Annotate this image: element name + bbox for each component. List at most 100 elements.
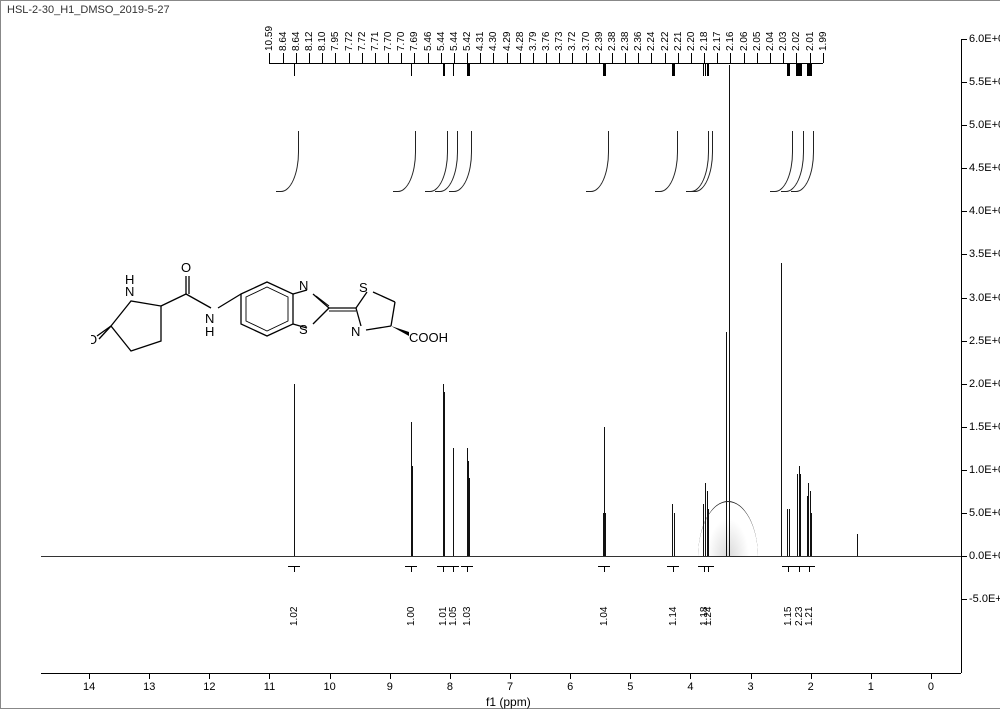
peak-ppm-label: 7.70 <box>396 11 407 51</box>
peak-ppm-label: 7.69 <box>409 11 420 51</box>
y-tick-label: 1.0E+08 <box>969 464 1000 476</box>
x-tick-label: 6 <box>560 681 580 693</box>
nmr-peak <box>444 392 445 556</box>
integral-label: 1.02 <box>289 576 300 626</box>
spectrum-title: HSL-2-30_H1_DMSO_2019-5-27 <box>7 4 170 16</box>
x-tick-label: 12 <box>199 681 219 693</box>
peak-ppm-label: 5.46 <box>423 11 434 51</box>
integral-label: 1.03 <box>462 576 473 626</box>
peak-ppm-label: 2.22 <box>660 11 671 51</box>
molecule-structure: O N H O N H N S S N COOH <box>91 246 451 396</box>
y-tick-label: -5.0E+07 <box>969 593 1000 605</box>
nmr-peak <box>469 478 470 556</box>
peak-ppm-label: 4.30 <box>488 11 499 51</box>
peak-ppm-label: 2.20 <box>686 11 697 51</box>
peak-ppm-label: 10.59 <box>264 11 275 51</box>
y-tick-label: 4.0E+08 <box>969 205 1000 217</box>
peak-ppm-label: 8.10 <box>317 11 328 51</box>
peak-ppm-label: 4.31 <box>475 11 486 51</box>
nmr-peak <box>789 509 790 556</box>
svg-text:O: O <box>181 260 191 275</box>
x-tick-label: 1 <box>861 681 881 693</box>
nmr-peak <box>605 513 606 556</box>
y-tick-label: 2.0E+08 <box>969 378 1000 390</box>
nmr-peak <box>857 534 858 556</box>
integral-label: 1.24 <box>703 576 714 626</box>
x-tick-label: 14 <box>79 681 99 693</box>
peak-ppm-label: 4.28 <box>515 11 526 51</box>
x-tick-label: 8 <box>440 681 460 693</box>
integral-curve <box>690 131 713 192</box>
peak-ppm-label: 5.44 <box>449 11 460 51</box>
y-tick-label: 6.0E+08 <box>969 33 1000 45</box>
peak-ppm-label: 2.21 <box>673 11 684 51</box>
peak-ppm-label: 4.29 <box>502 11 513 51</box>
x-axis <box>41 673 961 674</box>
peak-ppm-label: 2.02 <box>791 11 802 51</box>
integral-label: 1.00 <box>406 576 417 626</box>
integral-curve <box>393 131 416 192</box>
nmr-peak <box>453 448 454 556</box>
x-tick-label: 7 <box>500 681 520 693</box>
nmr-peak <box>811 513 812 556</box>
x-tick-label: 13 <box>139 681 159 693</box>
svg-text:O: O <box>91 332 97 347</box>
peak-ppm-label: 2.03 <box>778 11 789 51</box>
y-tick-label: 1.5E+08 <box>969 421 1000 433</box>
svg-text:H: H <box>205 324 214 339</box>
peak-ppm-label: 5.44 <box>436 11 447 51</box>
integral-label: 1.21 <box>804 576 815 626</box>
nmr-peak <box>800 474 801 556</box>
peak-ppm-label: 2.18 <box>699 11 710 51</box>
peak-ppm-label: 3.79 <box>528 11 539 51</box>
y-tick-label: 5.0E+07 <box>969 507 1000 519</box>
peak-ppm-label: 2.38 <box>607 11 618 51</box>
integral-curve <box>655 131 678 192</box>
peak-ppm-label: 7.71 <box>370 11 381 51</box>
peak-ppm-label: 2.04 <box>765 11 776 51</box>
x-tick-label: 2 <box>801 681 821 693</box>
peak-ppm-label: 2.36 <box>633 11 644 51</box>
peak-ppm-label: 2.05 <box>752 11 763 51</box>
x-tick-label: 4 <box>680 681 700 693</box>
peak-ppm-label: 3.70 <box>581 11 592 51</box>
peak-ppm-label: 7.72 <box>357 11 368 51</box>
y-tick-label: 0.0E+00 <box>969 550 1000 562</box>
svg-text:H: H <box>125 272 134 287</box>
y-tick-label: 4.5E+08 <box>969 162 1000 174</box>
nmr-peak <box>674 513 675 556</box>
svg-text:N: N <box>351 324 360 339</box>
nmr-peak <box>294 384 295 556</box>
peak-ppm-label: 2.16 <box>725 11 736 51</box>
peak-ppm-label: 8.64 <box>278 11 289 51</box>
peak-ppm-label: 3.72 <box>567 11 578 51</box>
y-tick-label: 2.5E+08 <box>969 335 1000 347</box>
integral-curve <box>791 131 814 192</box>
integral-curve <box>586 131 609 192</box>
x-tick-label: 11 <box>259 681 279 693</box>
x-tick-label: 9 <box>380 681 400 693</box>
integral-label: 1.04 <box>599 576 610 626</box>
nmr-figure: HSL-2-30_H1_DMSO_2019-5-27 O N H O N H N… <box>0 0 1000 709</box>
peak-ppm-label: 2.17 <box>712 11 723 51</box>
y-tick-label: 3.0E+08 <box>969 292 1000 304</box>
y-tick-label: 5.0E+08 <box>969 119 1000 131</box>
peak-ppm-label: 2.38 <box>620 11 631 51</box>
nmr-peak <box>781 263 782 556</box>
peak-ppm-label: 7.70 <box>383 11 394 51</box>
integral-curve <box>449 131 472 192</box>
integral-label: 1.05 <box>448 576 459 626</box>
y-tick-label: 3.5E+08 <box>969 248 1000 260</box>
x-tick-label: 5 <box>620 681 640 693</box>
integral-label: 1.14 <box>668 576 679 626</box>
peak-ppm-label: 7.95 <box>330 11 341 51</box>
peak-ppm-label: 2.39 <box>594 11 605 51</box>
peak-ppm-label: 3.73 <box>554 11 565 51</box>
peak-ppm-label: 2.06 <box>739 11 750 51</box>
peak-ppm-label: 7.72 <box>344 11 355 51</box>
peak-ppm-label: 2.01 <box>805 11 816 51</box>
peak-ppm-label: 1.99 <box>818 11 829 51</box>
nmr-peak <box>729 65 730 556</box>
svg-text:S: S <box>299 322 308 337</box>
integral-label: 1.15 <box>783 576 794 626</box>
